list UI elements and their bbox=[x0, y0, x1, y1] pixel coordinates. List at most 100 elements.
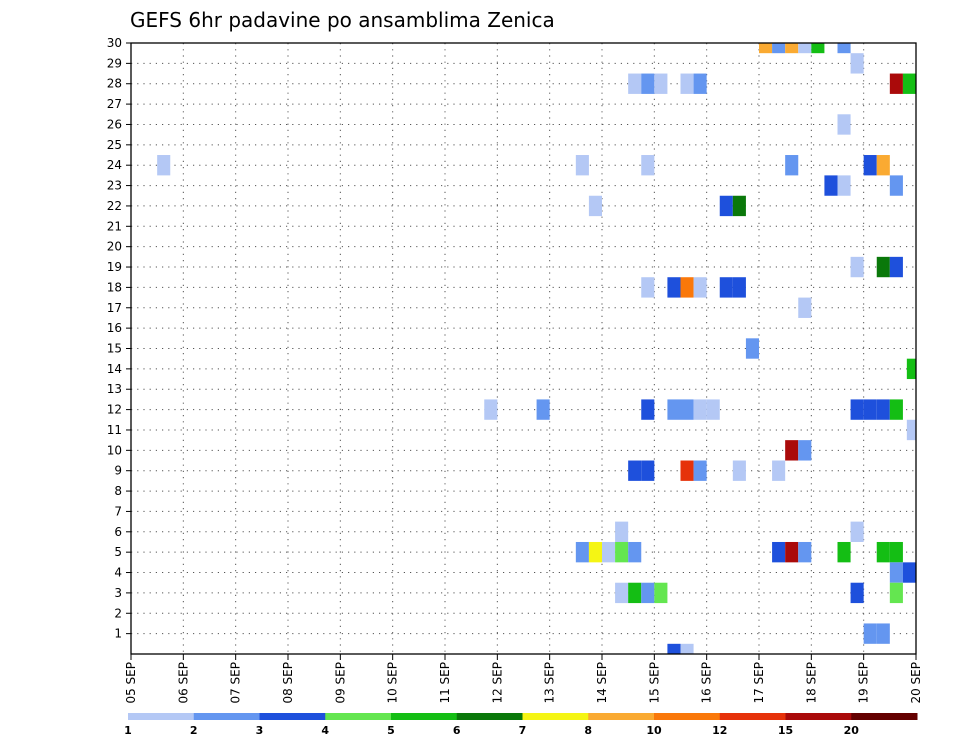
precip-cell bbox=[889, 582, 903, 604]
precip-cell bbox=[693, 277, 707, 298]
colorbar-swatch bbox=[522, 713, 589, 720]
precip-cell bbox=[785, 541, 799, 563]
x-tick-label: 13 SEP bbox=[543, 662, 557, 704]
precip-cell bbox=[719, 277, 733, 298]
precip-cell bbox=[732, 277, 746, 298]
precip-cell bbox=[732, 195, 746, 217]
colorbar-swatch bbox=[851, 713, 918, 720]
precip-cell bbox=[680, 277, 694, 298]
y-tick-label: 1 bbox=[114, 627, 122, 641]
y-tick-label: 15 bbox=[107, 342, 122, 356]
x-tick-label: 07 SEP bbox=[229, 662, 243, 704]
precip-cell bbox=[876, 541, 890, 563]
precip-cell bbox=[536, 399, 550, 420]
precip-cell bbox=[157, 155, 171, 176]
precip-cell bbox=[906, 358, 916, 380]
precip-cell bbox=[811, 43, 825, 54]
precip-cell bbox=[863, 399, 877, 420]
x-tick-label: 16 SEP bbox=[700, 662, 714, 704]
y-tick-label: 18 bbox=[107, 280, 122, 294]
precip-cell bbox=[575, 155, 589, 176]
grid-lines bbox=[131, 43, 916, 654]
precip-cell bbox=[837, 175, 851, 196]
precip-cell bbox=[772, 43, 786, 54]
precip-cell bbox=[876, 155, 890, 176]
precip-cell bbox=[850, 256, 864, 278]
precip-cell bbox=[615, 541, 629, 563]
x-tick-label: 05 SEP bbox=[124, 662, 138, 704]
precip-cell bbox=[732, 460, 746, 481]
colorbar-label: 12 bbox=[712, 724, 727, 737]
precip-cell bbox=[484, 399, 498, 420]
precip-cell bbox=[628, 73, 642, 94]
precip-cell bbox=[641, 277, 655, 298]
precip-cell bbox=[615, 521, 629, 542]
y-tick-label: 6 bbox=[114, 525, 122, 539]
x-tick-label: 15 SEP bbox=[647, 662, 661, 704]
x-tick-label: 20 SEP bbox=[909, 662, 923, 704]
chart-title: GEFS 6hr padavine po ansamblima Zenica bbox=[130, 8, 555, 32]
precip-cell bbox=[889, 73, 903, 94]
y-axis-ticks: 1234567891011121314151617181920212223242… bbox=[107, 36, 131, 641]
precip-cell bbox=[667, 399, 681, 420]
precip-cell bbox=[575, 541, 589, 563]
precip-cell bbox=[719, 195, 733, 217]
y-tick-label: 24 bbox=[107, 158, 122, 172]
x-tick-label: 11 SEP bbox=[438, 662, 452, 704]
precip-cell bbox=[863, 623, 877, 644]
precip-cell bbox=[850, 521, 864, 542]
precip-cell bbox=[628, 582, 642, 604]
y-tick-label: 12 bbox=[107, 403, 122, 417]
x-tick-label: 12 SEP bbox=[490, 662, 504, 704]
precip-cell bbox=[876, 399, 890, 420]
x-tick-label: 17 SEP bbox=[752, 662, 766, 704]
y-tick-label: 17 bbox=[107, 301, 122, 315]
y-tick-label: 2 bbox=[114, 606, 122, 620]
precip-cell bbox=[876, 256, 890, 278]
y-tick-label: 7 bbox=[114, 504, 122, 518]
y-tick-label: 5 bbox=[114, 545, 122, 559]
precip-cell bbox=[628, 460, 642, 481]
precip-cell bbox=[641, 582, 655, 604]
precip-cell bbox=[889, 562, 903, 583]
y-tick-label: 21 bbox=[107, 219, 122, 233]
y-tick-label: 13 bbox=[107, 382, 122, 396]
y-tick-label: 25 bbox=[107, 138, 122, 152]
precip-cell bbox=[837, 114, 851, 135]
precip-cell bbox=[785, 43, 799, 54]
colorbar-swatch bbox=[588, 713, 655, 720]
precip-cell bbox=[615, 582, 629, 604]
colorbar-label: 5 bbox=[387, 724, 395, 737]
precip-cell bbox=[772, 460, 786, 481]
precip-cell bbox=[693, 399, 707, 420]
precip-cell bbox=[906, 419, 916, 441]
precip-cell bbox=[759, 43, 773, 54]
y-tick-label: 14 bbox=[107, 362, 122, 376]
precip-cell bbox=[680, 399, 694, 420]
precip-cell bbox=[889, 541, 903, 563]
y-tick-label: 11 bbox=[107, 423, 122, 437]
colorbar-swatch bbox=[193, 713, 260, 720]
precip-cell bbox=[798, 541, 812, 563]
precip-cells bbox=[157, 43, 916, 654]
precip-cell bbox=[863, 155, 877, 176]
precip-cell bbox=[850, 399, 864, 420]
precip-cell bbox=[850, 582, 864, 604]
x-axis-ticks: 05 SEP 06 SEP 07 SEP 08 SEP 09 SEP 10 SEP 11 S… bbox=[124, 654, 923, 704]
precip-cell bbox=[902, 73, 916, 94]
x-tick-label: 08 SEP bbox=[281, 662, 295, 704]
precip-cell bbox=[680, 643, 694, 654]
precip-cell bbox=[798, 440, 812, 461]
y-tick-label: 9 bbox=[114, 464, 122, 478]
precip-cell bbox=[588, 195, 602, 217]
precip-cell bbox=[850, 53, 864, 74]
precip-cell bbox=[876, 623, 890, 644]
precip-cell bbox=[837, 43, 851, 54]
colorbar: 1 2 3 4 5 6 7 8 10 12 15 20 bbox=[124, 713, 918, 737]
colorbar-swatch bbox=[325, 713, 392, 720]
precip-cell bbox=[693, 460, 707, 481]
colorbar-label: 15 bbox=[778, 724, 793, 737]
precip-cell bbox=[602, 541, 616, 563]
precip-cell bbox=[824, 175, 838, 196]
precip-cell bbox=[745, 338, 759, 359]
